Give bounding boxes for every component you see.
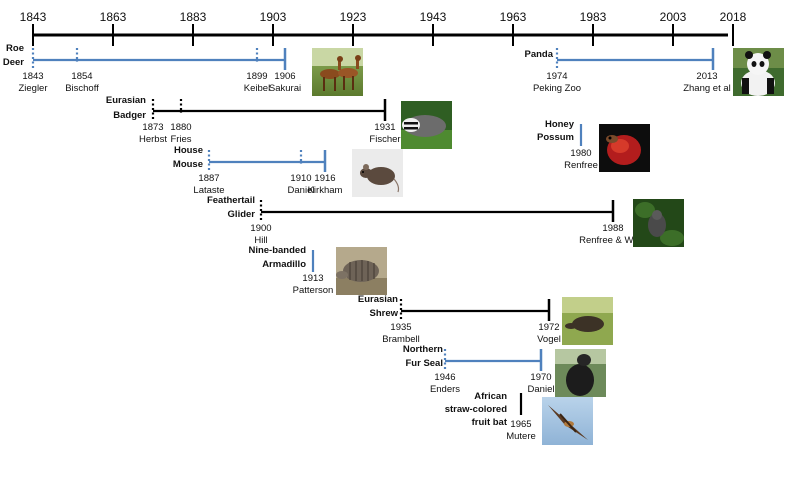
- axis-year-label: 1963: [500, 10, 527, 24]
- event-year: 1988: [602, 223, 623, 234]
- event-author: Bischoff: [65, 83, 99, 94]
- event-author: Herbst: [139, 134, 167, 145]
- event-year: 1931: [374, 122, 395, 133]
- fur-seal-photo: [555, 349, 606, 397]
- event-author: Patterson: [293, 285, 334, 296]
- event-year: 1970: [530, 372, 551, 383]
- event-author: Zhang et al: [683, 83, 731, 94]
- event-year: 1843: [22, 71, 43, 82]
- event-year: 1899: [246, 71, 267, 82]
- armadillo-photo: [336, 247, 387, 295]
- species-name: Nine-banded: [248, 245, 306, 256]
- event-year: 1972: [538, 322, 559, 333]
- event-author: Lataste: [193, 185, 224, 196]
- species-name: Armadillo: [262, 259, 306, 270]
- event-year: 1913: [302, 273, 323, 284]
- axis-year-label: 1863: [100, 10, 127, 24]
- photos: [312, 48, 784, 445]
- axis-labels: 1843 1863 1883 1903 1923 1943 1963 1983 2003 2018: [20, 10, 747, 24]
- fruit-bat-photo: [542, 397, 593, 445]
- event-author: Ziegler: [18, 83, 47, 94]
- event-year: 1965: [510, 419, 531, 430]
- event-year: 1910: [290, 173, 311, 184]
- species-name: Honey: [545, 119, 575, 130]
- event-year: 1906: [274, 71, 295, 82]
- event-author: Renfree & Ward: [579, 235, 647, 246]
- event-year: 1946: [434, 372, 455, 383]
- axis-year-label: 1883: [180, 10, 207, 24]
- event-author: Brambell: [382, 334, 420, 345]
- species-name: Mouse: [173, 159, 203, 170]
- event-year: 1980: [570, 148, 591, 159]
- badger-photo: [401, 101, 452, 149]
- species-name: Possum: [537, 132, 574, 143]
- species-name: Deer: [3, 57, 24, 68]
- event-year: 1916: [314, 173, 335, 184]
- species-name: Eurasian: [358, 294, 398, 305]
- axis-year-label: 1903: [260, 10, 287, 24]
- panda-photo: [733, 48, 784, 96]
- event-year: 1880: [170, 122, 191, 133]
- event-year: 1887: [198, 173, 219, 184]
- axis-year-label: 1943: [420, 10, 447, 24]
- axis-year-label: 1983: [580, 10, 607, 24]
- species-name: African: [474, 391, 507, 402]
- event-author: Fischer: [369, 134, 400, 145]
- event-year: 1854: [71, 71, 92, 82]
- species-name: Feathertail: [207, 195, 255, 206]
- event-year: 1935: [390, 322, 411, 333]
- species-name: straw-colored: [445, 404, 507, 415]
- axis-year-label: 1923: [340, 10, 367, 24]
- axis-ticks: [32, 24, 734, 46]
- event-author: Daniel: [288, 185, 315, 196]
- honey-possum-photo: [599, 124, 650, 172]
- event-year: 1873: [142, 122, 163, 133]
- axis-year-label: 2018: [720, 10, 747, 24]
- species-name: Roe: [6, 43, 24, 54]
- species-name: Badger: [113, 110, 146, 121]
- axis-year-label: 2003: [660, 10, 687, 24]
- event-year: 1900: [250, 223, 271, 234]
- species-name: Northern: [403, 344, 443, 355]
- species-name: Panda: [524, 49, 553, 60]
- event-author: Mutere: [506, 431, 536, 442]
- event-author: Renfree: [564, 160, 598, 171]
- event-author: Vogel: [537, 334, 561, 345]
- mouse-photo: [352, 149, 403, 197]
- event-author: Kirkham: [308, 185, 343, 196]
- species-name: House: [174, 145, 203, 156]
- event-year: 1974: [546, 71, 567, 82]
- shrew-photo: [562, 297, 613, 345]
- glider-photo: [633, 199, 684, 247]
- species-name: Fur Seal: [406, 358, 444, 369]
- roe-deer-photo: [312, 48, 363, 96]
- event-author: Enders: [430, 384, 460, 395]
- event-author: Peking Zoo: [533, 83, 581, 94]
- timeline-axis: 1843 1863 1883 1903 1923 1943 1963 1983 2003 2018: [20, 10, 747, 46]
- event-author: Keibel: [244, 83, 270, 94]
- axis-year-label: 1843: [20, 10, 47, 24]
- species-name: Glider: [228, 209, 256, 220]
- event-author: Sakurai: [269, 83, 301, 94]
- species-name: Eurasian: [106, 95, 146, 106]
- event-author: Daniel: [528, 384, 555, 395]
- species-name: Shrew: [369, 308, 398, 319]
- event-author: Hill: [254, 235, 267, 246]
- event-year: 2013: [696, 71, 717, 82]
- species-name: fruit bat: [472, 417, 508, 428]
- event-author: Fries: [170, 134, 191, 145]
